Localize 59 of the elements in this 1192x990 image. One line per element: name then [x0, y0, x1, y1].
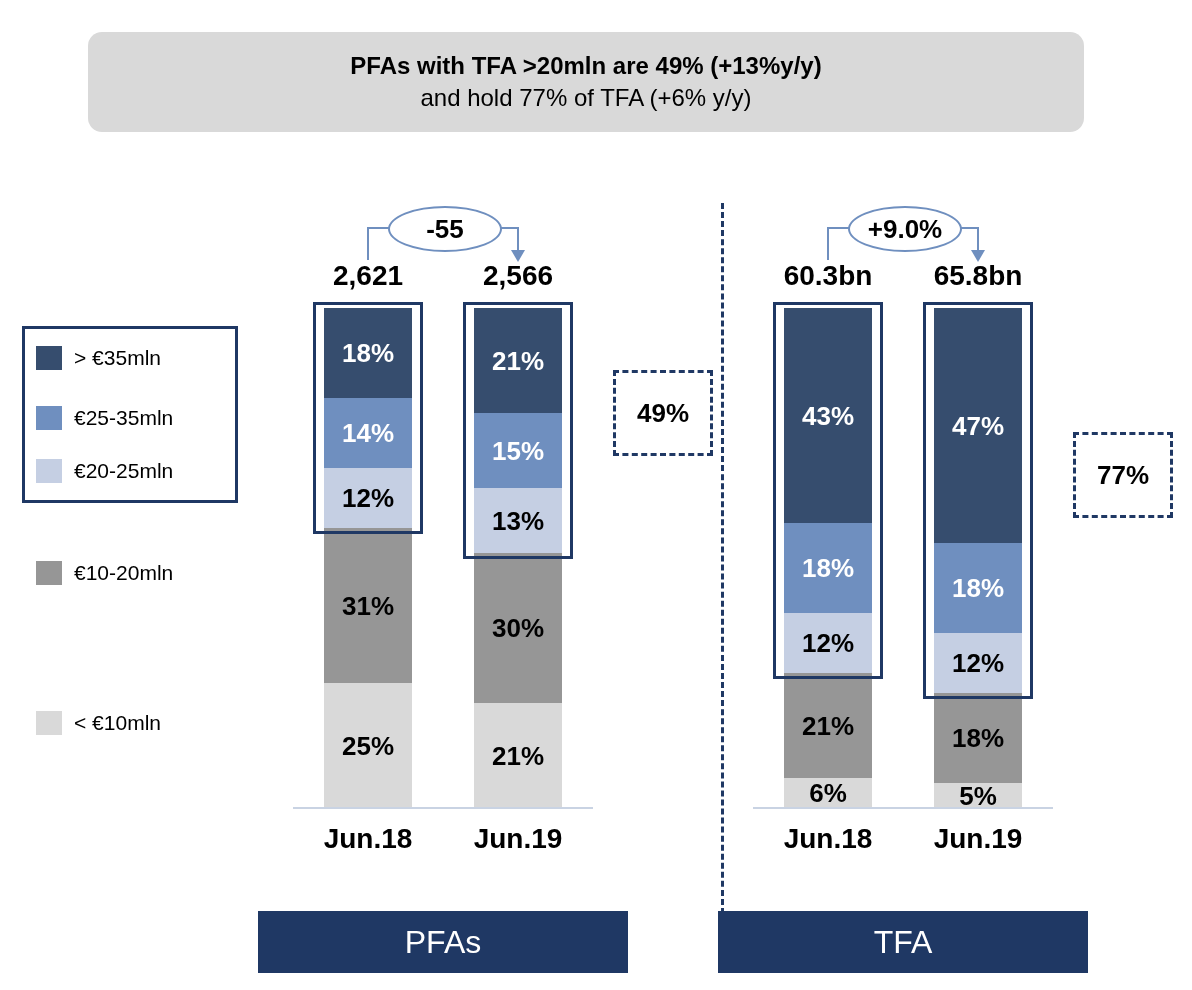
x-axis-title: PFAs	[258, 911, 628, 973]
bar	[324, 528, 412, 683]
x-tick-label: Jun.18	[323, 822, 413, 854]
bar	[324, 468, 412, 528]
data-label: 25%	[341, 730, 395, 761]
legend-label: < €10mln	[74, 711, 161, 735]
chart-subtitle: and hold 77% of TFA (+6% y/y)	[420, 83, 752, 113]
data-label: 13%	[491, 505, 545, 536]
bar	[784, 308, 872, 523]
bar	[474, 308, 562, 413]
bar	[324, 398, 412, 468]
data-label: 43%	[801, 400, 855, 431]
bar	[784, 673, 872, 778]
data-label: 14%	[341, 418, 395, 448]
x-tick-label: Jun.18	[783, 822, 873, 854]
data-label: 12%	[951, 648, 1005, 678]
bar	[474, 703, 562, 808]
annotation: 2,566	[481, 259, 555, 293]
annotation: 2,621	[331, 259, 405, 293]
data-label: 6%	[809, 778, 847, 808]
bar	[934, 308, 1022, 543]
annotation: 65.8bn	[932, 259, 1024, 293]
data-label: 12%	[801, 628, 855, 658]
x-tick-label: Jun.19	[473, 822, 563, 854]
data-label: 30%	[491, 613, 545, 643]
x-tick-label: Jun.19	[933, 822, 1023, 854]
data-label: 18%	[801, 553, 855, 583]
legend-label: €25-35mln	[74, 406, 174, 430]
bar	[474, 553, 562, 703]
data-label: 31%	[341, 590, 395, 621]
chart-title: PFAs with TFA >20mln are 49% (+13%y/y)	[350, 51, 822, 81]
bar	[784, 523, 872, 613]
bar	[324, 308, 412, 398]
text: 77%	[1073, 432, 1173, 518]
data-label: 12%	[341, 483, 395, 513]
bar	[934, 633, 1022, 693]
text: +9.0%	[848, 206, 962, 252]
bar	[324, 683, 412, 808]
data-label: 18%	[341, 338, 395, 368]
text: 49%	[613, 370, 713, 456]
legend-label: €20-25mln	[74, 459, 174, 483]
bar	[934, 693, 1022, 783]
data-label: 18%	[951, 573, 1005, 603]
data-label: 15%	[491, 435, 545, 466]
legend-label: €10-20mln	[74, 561, 174, 585]
annotation: 60.3bn	[782, 259, 874, 293]
bar	[784, 613, 872, 673]
data-label: 5%	[959, 780, 997, 811]
data-label: 21%	[801, 710, 855, 741]
legend-label: > €35mln	[74, 346, 161, 370]
bar	[474, 488, 562, 553]
bar	[934, 543, 1022, 633]
bar	[474, 413, 562, 488]
data-label: 18%	[951, 723, 1005, 753]
data-label: 21%	[491, 345, 545, 376]
text: -55	[388, 206, 502, 252]
data-label: 21%	[491, 740, 545, 771]
x-axis-title: TFA	[718, 911, 1088, 973]
data-label: 47%	[951, 410, 1005, 441]
